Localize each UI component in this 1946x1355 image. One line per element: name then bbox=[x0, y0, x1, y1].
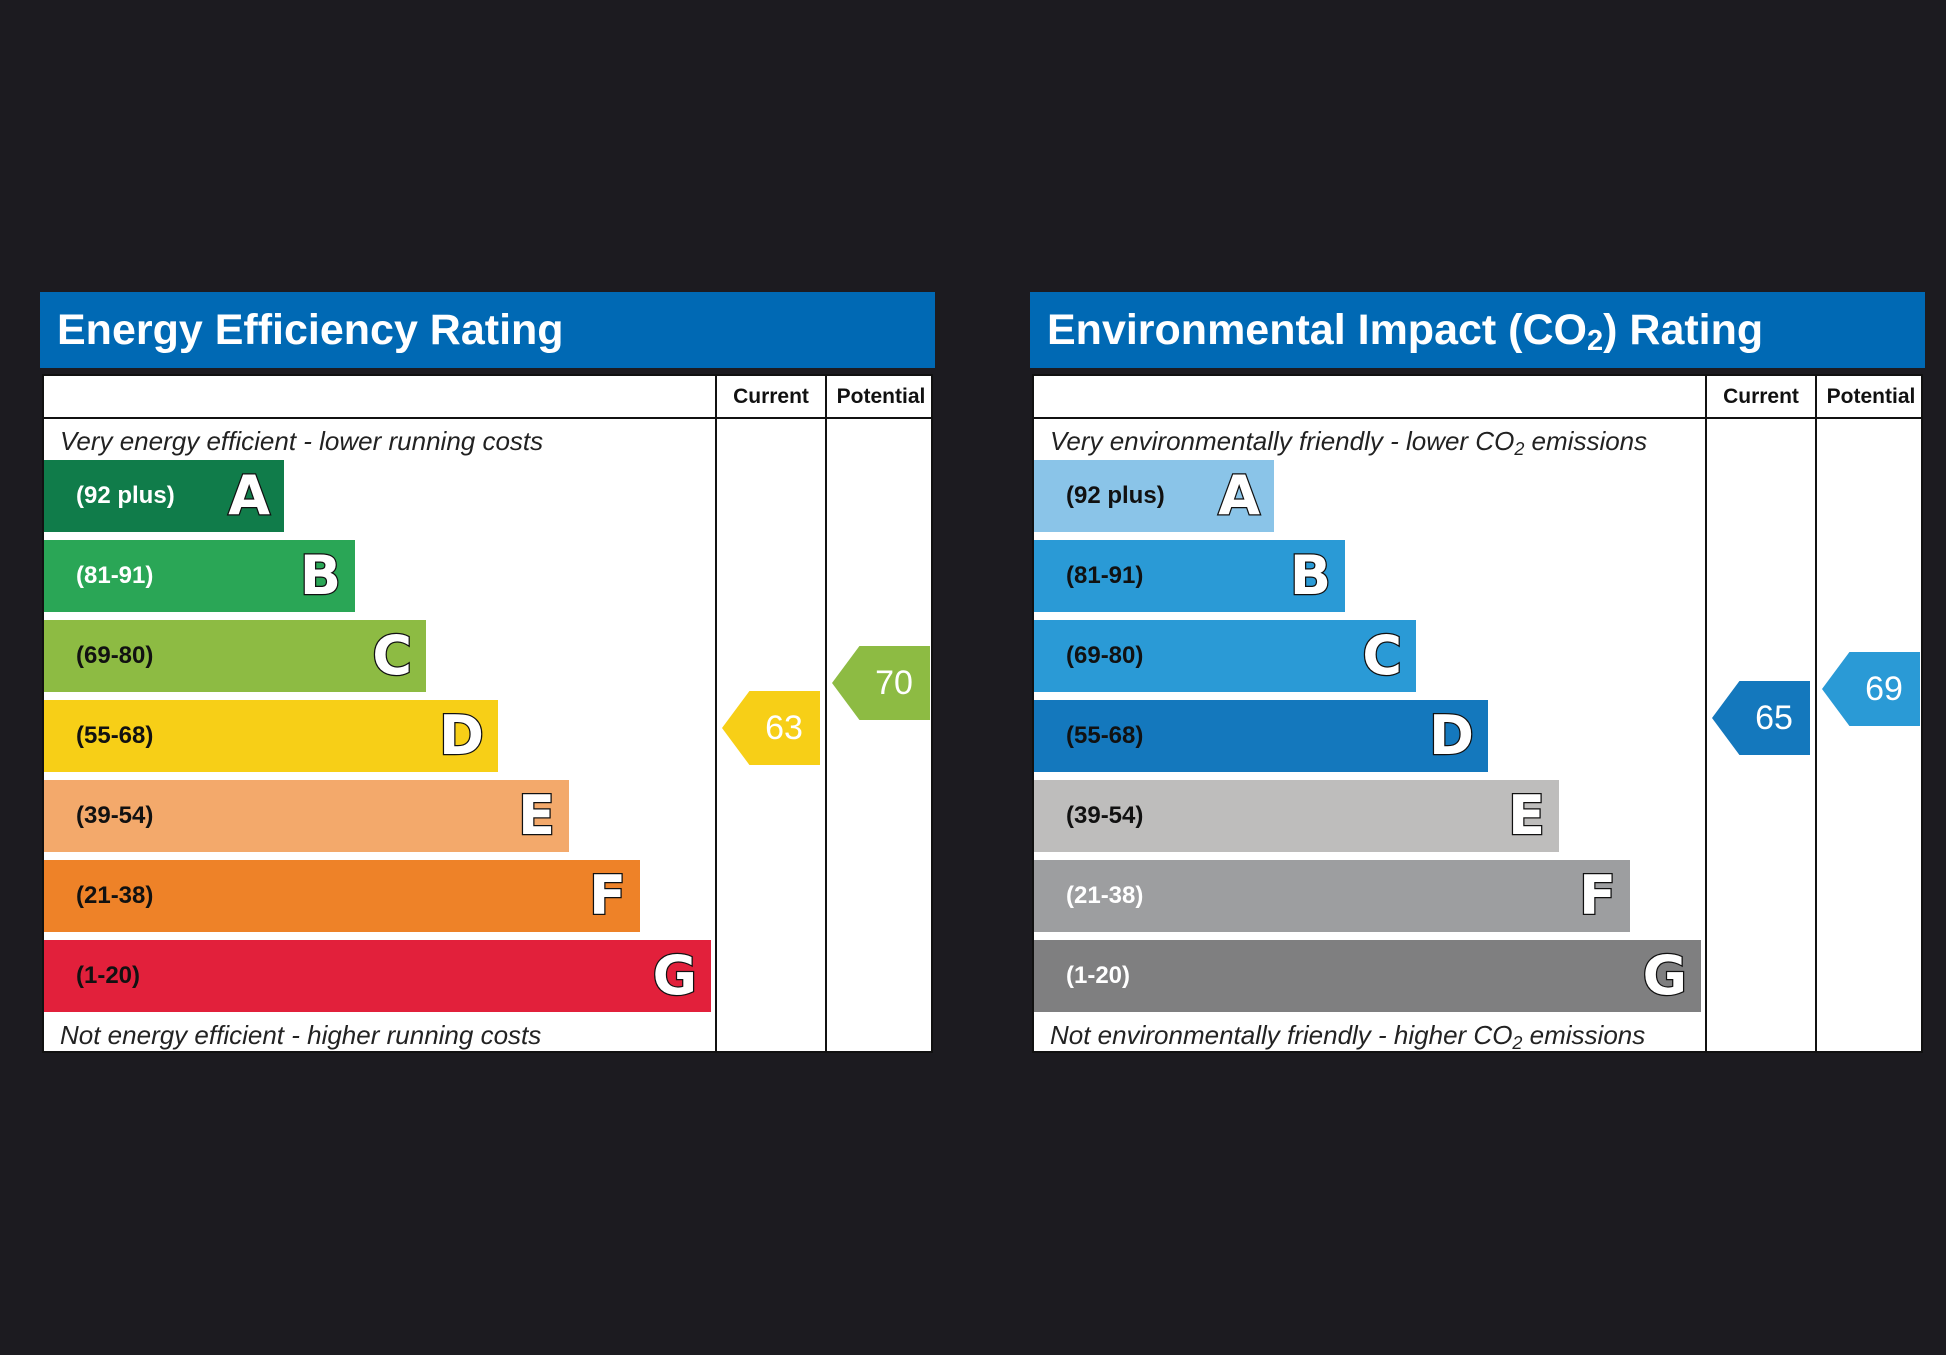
band-range-label: (69-80) bbox=[1066, 642, 1144, 669]
band-f: (21-38) F bbox=[44, 860, 640, 932]
current-rating-arrow: 63 bbox=[722, 691, 820, 765]
potential-rating-arrow: 69 bbox=[1822, 652, 1920, 726]
potential-column bbox=[1815, 376, 1925, 1051]
header-divider bbox=[1034, 417, 1921, 419]
caption-bottom-subscript: 2 bbox=[1512, 1033, 1523, 1053]
caption-top-prefix: Very environmentally friendly - lower CO bbox=[1050, 426, 1515, 456]
band-range-label: (69-80) bbox=[76, 642, 154, 669]
environmental-impact-chart: Environmental Impact (CO2) Rating Curren… bbox=[1030, 292, 1925, 1063]
band-f: (21-38) F bbox=[1034, 860, 1630, 932]
band-letter: E bbox=[1507, 783, 1546, 849]
band-letter: E bbox=[517, 783, 556, 849]
band-range-label: (81-91) bbox=[76, 562, 154, 589]
band-range-label: (39-54) bbox=[1066, 802, 1144, 829]
band-letter: G bbox=[1641, 943, 1688, 1009]
band-letter: C bbox=[1361, 623, 1403, 689]
band-letter: A bbox=[1217, 463, 1261, 529]
band-range-label: (55-68) bbox=[1066, 722, 1144, 749]
band-e: (39-54) E bbox=[44, 780, 569, 852]
title-subscript: 2 bbox=[1586, 325, 1604, 357]
caption-top-suffix: emissions bbox=[1524, 426, 1648, 456]
rating-table: Current Potential Very environmentally f… bbox=[1032, 374, 1923, 1053]
caption-bottom-prefix: Not environmentally friendly - higher CO bbox=[1050, 1020, 1513, 1050]
current-column bbox=[1705, 376, 1815, 1051]
caption-bottom-suffix: emissions bbox=[1522, 1020, 1646, 1050]
band-letter: F bbox=[1578, 863, 1617, 929]
band-b: (81-91) B bbox=[1034, 540, 1345, 612]
potential-rating-value: 69 bbox=[1865, 670, 1903, 708]
band-range-label: (1-20) bbox=[1066, 962, 1131, 989]
band-c: (69-80) C bbox=[1034, 620, 1416, 692]
band-c: (69-80) C bbox=[44, 620, 426, 692]
band-letter: A bbox=[227, 463, 271, 529]
potential-header: Potential bbox=[1826, 385, 1916, 408]
band-range-label: (92 plus) bbox=[1066, 482, 1165, 509]
rating-table: Current Potential Very energy efficient … bbox=[42, 374, 933, 1053]
caption-bottom: Not environmentally friendly - higher CO… bbox=[1050, 1020, 1646, 1053]
caption-top: Very energy efficient - lower running co… bbox=[60, 426, 544, 456]
band-a: (92 plus) A bbox=[44, 460, 284, 532]
current-header: Current bbox=[1723, 385, 1799, 408]
band-letter: G bbox=[651, 943, 698, 1009]
band-range-label: (81-91) bbox=[1066, 562, 1144, 589]
band-range-label: (92 plus) bbox=[76, 482, 175, 509]
band-range-label: (1-20) bbox=[76, 962, 141, 989]
band-g: (1-20) G bbox=[1034, 940, 1701, 1012]
potential-rating-value: 70 bbox=[875, 664, 913, 702]
band-letter: D bbox=[438, 703, 485, 769]
caption-top: Very environmentally friendly - lower CO… bbox=[1050, 426, 1648, 459]
caption-top-subscript: 2 bbox=[1514, 439, 1525, 459]
band-letter: B bbox=[1289, 543, 1333, 609]
chart-title: Energy Efficiency Rating bbox=[40, 292, 935, 368]
band-g: (1-20) G bbox=[44, 940, 711, 1012]
band-d: (55-68) D bbox=[44, 700, 498, 772]
current-rating-value: 63 bbox=[765, 709, 803, 747]
current-header: Current bbox=[733, 385, 809, 408]
current-rating-value: 65 bbox=[1755, 699, 1793, 737]
potential-header: Potential bbox=[836, 385, 926, 408]
chart-title: Environmental Impact (CO2) Rating bbox=[1030, 292, 1925, 368]
band-e: (39-54) E bbox=[1034, 780, 1559, 852]
caption-bottom: Not energy efficient - higher running co… bbox=[60, 1020, 542, 1050]
title-suffix: ) Rating bbox=[1603, 306, 1764, 354]
band-range-label: (39-54) bbox=[76, 802, 154, 829]
band-range-label: (21-38) bbox=[1066, 882, 1144, 909]
potential-column bbox=[825, 376, 935, 1051]
band-letter: F bbox=[588, 863, 627, 929]
band-range-label: (21-38) bbox=[76, 882, 154, 909]
title-prefix: Environmental Impact (CO bbox=[1047, 306, 1587, 354]
current-rating-arrow: 65 bbox=[1712, 681, 1810, 755]
band-letter: B bbox=[299, 543, 343, 609]
band-letter: D bbox=[1428, 703, 1475, 769]
energy-efficiency-chart: Energy Efficiency Rating Current Potenti… bbox=[40, 292, 935, 1063]
current-column bbox=[715, 376, 825, 1051]
potential-rating-arrow: 70 bbox=[832, 646, 930, 720]
band-b: (81-91) B bbox=[44, 540, 355, 612]
band-range-label: (55-68) bbox=[76, 722, 154, 749]
header-divider bbox=[44, 417, 931, 419]
band-letter: C bbox=[371, 623, 413, 689]
band-d: (55-68) D bbox=[1034, 700, 1488, 772]
band-a: (92 plus) A bbox=[1034, 460, 1274, 532]
